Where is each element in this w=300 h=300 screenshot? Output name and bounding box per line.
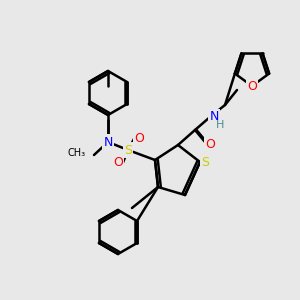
Text: H: H — [216, 120, 224, 130]
Text: O: O — [247, 80, 257, 92]
Text: S: S — [124, 143, 132, 157]
Text: N: N — [103, 136, 113, 148]
Text: CH₃: CH₃ — [68, 148, 86, 158]
Text: S: S — [201, 155, 209, 169]
Text: N: N — [209, 110, 219, 124]
Text: O: O — [113, 157, 123, 169]
Text: O: O — [205, 139, 215, 152]
Text: O: O — [134, 133, 144, 146]
